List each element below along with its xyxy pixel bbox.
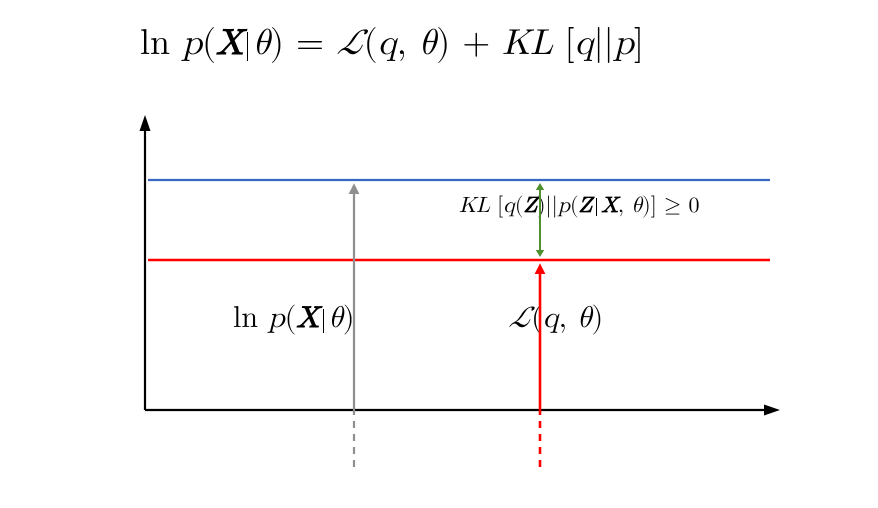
plot-svg <box>0 0 878 508</box>
axes <box>140 115 781 416</box>
red-arrow-elbo <box>535 263 546 467</box>
gray-arrow-log-likelihood <box>349 183 360 467</box>
diagram-canvas: ln p(Xθ) = ℒ(q, θ) + KL [q||p] ln p(Xθ) … <box>0 0 878 508</box>
green-arrow-kl-gap <box>536 183 544 257</box>
